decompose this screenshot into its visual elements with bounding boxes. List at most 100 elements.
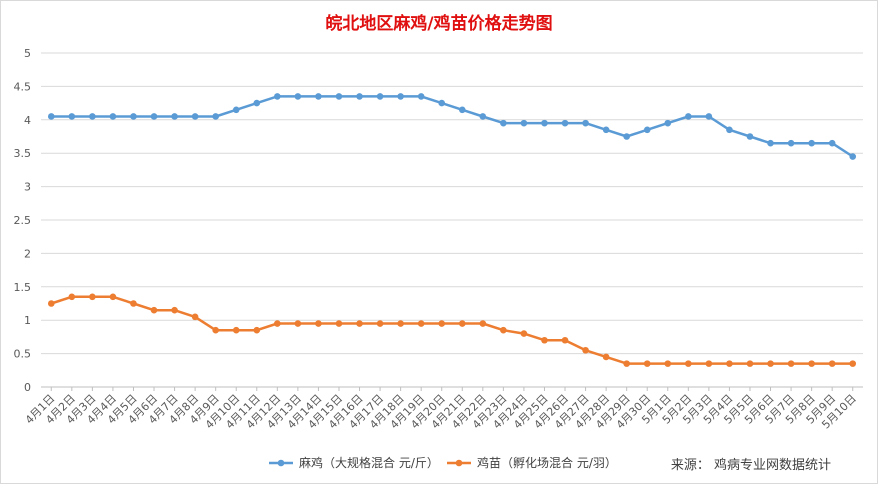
data-point: [68, 113, 76, 120]
data-point: [828, 360, 836, 367]
data-point: [623, 360, 630, 367]
data-point: [479, 320, 487, 327]
data-point: [849, 360, 857, 367]
data-point: [746, 360, 754, 367]
y-tick-label: 1: [24, 314, 31, 327]
data-point: [294, 320, 302, 327]
data-point: [500, 326, 507, 334]
data-point: [746, 133, 754, 140]
data-point: [335, 93, 343, 100]
y-tick-label: 2.5: [14, 214, 32, 227]
data-point: [767, 360, 774, 367]
data-point: [171, 306, 178, 314]
data-point: [685, 113, 692, 120]
data-point: [726, 360, 733, 367]
data-point: [109, 293, 117, 301]
data-point: [458, 106, 466, 114]
data-point: [89, 293, 96, 301]
data-point: [643, 360, 651, 367]
data-point: [808, 360, 815, 367]
series-line: [51, 95, 854, 158]
data-point: [479, 113, 487, 120]
data-point: [191, 313, 199, 321]
data-point: [130, 113, 137, 120]
data-point: [68, 293, 76, 301]
data-point: [130, 300, 137, 307]
data-point: [109, 113, 117, 120]
y-tick-label: 3.5: [14, 147, 32, 160]
x-axis-ticks: 4月1日4月2日4月3日4月4日4月5日4月6日4月7日4月8日4月9日4月10…: [23, 387, 859, 432]
data-point: [458, 320, 466, 327]
data-point: [356, 93, 363, 100]
data-point: [828, 139, 836, 147]
data-point: [849, 153, 857, 160]
data-point: [664, 119, 672, 127]
y-tick-label: 5: [24, 47, 31, 60]
y-tick-label: 4.5: [14, 80, 32, 93]
y-tick-label: 3: [24, 181, 31, 194]
data-point: [376, 93, 384, 100]
data-point: [726, 126, 733, 134]
source-note: 来源： 鸡病专业网数据统计: [671, 457, 831, 473]
data-point: [787, 139, 795, 147]
data-point: [602, 126, 610, 134]
data-point: [582, 119, 589, 127]
data-point: [397, 320, 404, 327]
series-layer: [47, 93, 857, 367]
data-point: [397, 93, 404, 100]
y-tick-label: 0: [24, 381, 31, 394]
legend-label: 麻鸡（大规格混合 元/斤）: [299, 455, 439, 470]
y-tick-label: 1.5: [14, 281, 32, 294]
legend-swatch-marker: [277, 459, 285, 467]
data-point: [212, 113, 219, 120]
data-point: [561, 119, 569, 127]
data-point: [520, 330, 528, 337]
data-point: [47, 113, 55, 120]
data-point: [561, 336, 569, 344]
data-point: [541, 119, 548, 127]
data-point: [643, 126, 651, 134]
data-point: [602, 353, 610, 361]
data-point: [89, 113, 96, 120]
data-point: [356, 320, 363, 327]
data-point: [520, 119, 528, 127]
data-point: [150, 113, 158, 120]
data-point: [212, 326, 219, 334]
series-line: [50, 295, 853, 365]
series-1: [47, 93, 857, 160]
data-point: [274, 93, 281, 100]
data-point: [294, 93, 302, 100]
data-point: [253, 99, 261, 107]
data-point: [664, 360, 672, 367]
data-point: [767, 139, 774, 147]
y-tick-label: 2: [24, 247, 31, 260]
data-point: [232, 326, 240, 334]
y-tick-label: 0.5: [14, 348, 32, 361]
data-point: [582, 346, 589, 354]
legend-label: 鸡苗（孵化场混合 元/羽）: [477, 455, 617, 470]
gridlines: [41, 52, 863, 388]
data-point: [705, 360, 713, 367]
data-point: [417, 93, 425, 100]
data-point: [376, 320, 384, 327]
chart-title: 皖北地区麻鸡/鸡苗价格走势图: [325, 13, 552, 34]
data-point: [685, 360, 692, 367]
data-point: [623, 133, 630, 140]
data-point: [335, 320, 343, 327]
data-point: [191, 113, 199, 120]
series-2: [47, 293, 857, 367]
data-point: [253, 326, 261, 334]
data-point: [438, 320, 446, 327]
data-point: [315, 93, 322, 100]
data-point: [500, 119, 507, 127]
y-axis-ticks: 0 0.5 1 1.5 2 2.5 3 3.5 4 4.5 5: [14, 47, 32, 394]
data-point: [274, 320, 281, 327]
data-point: [705, 113, 713, 120]
legend-swatch-marker: [455, 459, 463, 467]
data-point: [438, 99, 446, 107]
legend: 麻鸡（大规格混合 元/斤） 鸡苗（孵化场混合 元/羽）: [269, 455, 617, 470]
data-point: [541, 336, 548, 344]
data-point: [417, 320, 425, 327]
